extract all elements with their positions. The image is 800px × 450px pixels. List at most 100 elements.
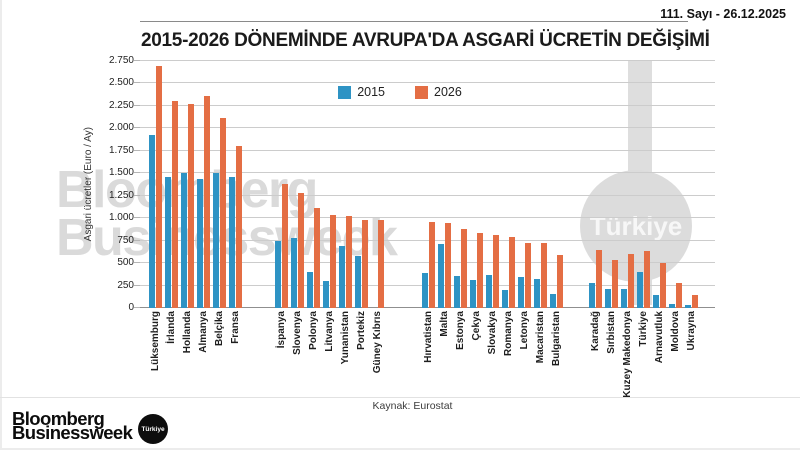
bar-2015 [197,178,203,308]
x-label: Bulgaristan [551,311,562,367]
bar-2015 [307,272,313,308]
y-tick-mark [134,284,140,286]
bar-2015 [181,173,187,308]
bar-2026 [477,233,483,308]
x-label: Türkiye [638,311,649,347]
source-note: Kaynak: Eurostat [372,400,453,412]
y-tick-label: 2.500 [108,77,134,89]
y-tick-mark [134,262,140,264]
x-label: Slovakya [487,311,498,355]
bar-2026 [525,243,531,308]
x-label: İspanya [276,311,287,349]
y-tick-mark [134,217,140,219]
legend-label: 2015 [357,85,385,99]
x-label: Güney Kıbrıs [372,311,383,374]
gridline [140,194,715,196]
gridline [140,104,715,106]
bar-2015 [653,295,659,308]
watermark-circle-label: Türkiye [589,210,683,241]
y-tick-label: 2.750 [108,55,134,66]
bar-2026 [220,117,226,308]
bar-2015 [605,289,611,308]
bar-2015 [486,275,492,308]
y-tick-mark [134,104,140,106]
x-label: Yunanistan [340,311,351,365]
bar-2026 [429,222,435,308]
bar-2026 [493,235,499,308]
bar-2026 [362,219,368,308]
x-label: Fransa [230,311,241,344]
x-label: Belçika [214,311,225,347]
y-tick-label: 1.500 [108,167,134,179]
bar-2026 [156,65,162,308]
bar-2026 [509,237,515,308]
bar-2015 [550,294,556,308]
x-label: Kuzey Makedonya [622,311,633,398]
bar-2026 [445,223,451,308]
x-label: Hollanda [182,311,193,354]
bar-2026 [461,228,467,308]
bar-2026 [644,251,650,308]
bar-2015 [422,272,428,308]
bar-2026 [204,96,210,308]
bar-2026 [298,193,304,308]
bars-layer [140,61,715,308]
y-tick-mark [134,82,140,84]
bar-2015 [502,289,508,308]
bar-2015 [149,134,155,308]
bar-2015 [518,277,524,308]
bar-2015 [637,272,643,308]
y-tick-mark [134,307,140,308]
x-label: Sırbistan [606,311,617,354]
bar-2015 [470,280,476,308]
legend-swatch [415,85,428,99]
x-label: Letonya [519,311,530,350]
bar-2015 [213,173,219,308]
gridline [140,60,715,61]
xlabels-layer: Lüksemburg İrlanda Hollanda Almanya Belçika F… [140,311,715,403]
bar-2015 [291,237,297,308]
x-label: Romanya [503,311,514,357]
legend-swatch [338,85,352,99]
gridline [140,149,715,151]
logo-line1: Bloomberg [12,408,105,429]
y-tick-label: 1.750 [108,144,134,156]
y-tick-mark [134,127,140,129]
bar-2026 [330,214,336,308]
x-label: Çekya [471,311,482,341]
y-tick-label: 2.000 [108,122,134,134]
bar-2015 [454,276,460,308]
legend: 2015 2026 [0,85,800,99]
y-tick-label: 1.000 [108,212,134,224]
logo-line2: Businessweek [12,421,133,443]
legend-item: 2015 [338,85,385,99]
bar-2015 [589,283,595,308]
legend-label: 2026 [434,85,462,99]
bar-2026 [676,283,682,308]
y-tick-label: 500 [117,257,134,269]
bar-2015 [355,256,361,308]
title-rule [140,21,688,22]
gridline [140,172,715,174]
bar-2015 [165,176,171,308]
bar-2026 [314,208,320,308]
bar-2015 [275,240,281,308]
bar-2015 [229,176,235,308]
bar-2026 [660,262,666,308]
bar-2026 [172,101,178,308]
gridline [140,82,715,84]
y-tick-mark [134,172,140,174]
bar-2026 [282,184,288,308]
gridline [140,217,715,219]
bar-2026 [692,294,698,308]
chart-title: 2015-2026 DÖNEMİNDE AVRUPA'DA ASGARİ ÜCR… [141,30,710,51]
bottom-rule [0,397,800,398]
y-tick-label: 2.250 [108,99,134,111]
x-label: Macaristan [535,311,546,364]
bloomberg-businessweek-logo: Bloomberg Businessweek [12,408,133,443]
bar-2026 [596,249,602,308]
bar-2026 [236,146,242,308]
bar-2015 [534,279,540,308]
x-label: Polonya [308,311,319,350]
y-tick-label: 250 [117,279,134,291]
